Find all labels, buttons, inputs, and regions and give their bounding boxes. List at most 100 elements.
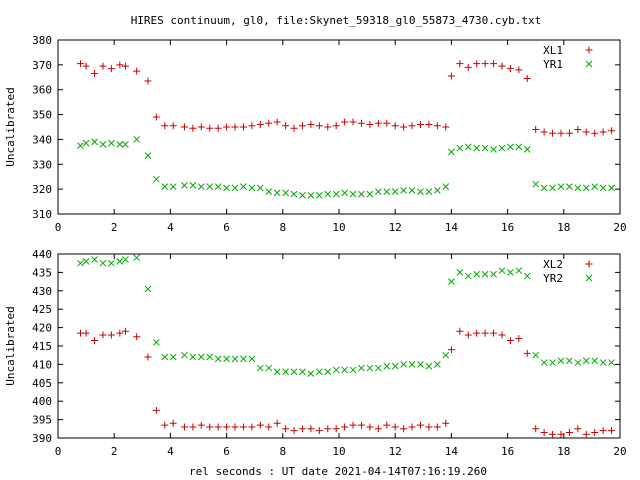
data-point [77, 259, 84, 267]
data-point [324, 368, 332, 376]
x-tick-label: 14 [445, 221, 459, 234]
data-point [523, 146, 531, 153]
data-point [473, 60, 481, 68]
data-point [189, 353, 197, 361]
data-point [341, 423, 349, 431]
data-point [282, 425, 290, 433]
data-point [223, 184, 230, 192]
data-point [223, 423, 231, 431]
data-point [599, 359, 607, 366]
data-point [416, 121, 424, 129]
data-point [490, 270, 497, 278]
data-point [91, 70, 99, 78]
data-point [400, 425, 408, 433]
data-point [374, 119, 382, 127]
y-tick-label: 395 [32, 414, 52, 427]
y-tick-label: 340 [32, 133, 52, 146]
data-point [256, 364, 264, 372]
data-point [582, 430, 590, 438]
data-point [256, 121, 264, 129]
data-point [557, 357, 565, 365]
data-point [121, 327, 129, 335]
data-point [121, 62, 129, 70]
data-point [433, 361, 441, 368]
x-axis-title: rel seconds : UT date 2021-04-14T07:16:1… [189, 465, 487, 478]
series-xl2 [76, 327, 616, 438]
data-point [298, 425, 306, 433]
data-point [400, 187, 407, 194]
data-point [265, 423, 273, 431]
data-point [540, 184, 548, 192]
data-point [425, 423, 433, 431]
x-tick-label: 18 [557, 445, 570, 458]
data-point [481, 329, 489, 337]
data-point [442, 183, 450, 191]
data-point [315, 368, 323, 376]
data-point [358, 364, 365, 372]
data-point [169, 419, 177, 427]
data-point [341, 118, 349, 126]
data-point [498, 144, 506, 152]
data-point [240, 183, 247, 191]
data-point [442, 123, 450, 131]
data-point [197, 123, 205, 131]
legend-label: YR2 [543, 272, 563, 285]
data-point [332, 122, 340, 130]
data-point [290, 190, 298, 198]
data-point [144, 285, 152, 293]
y-tick-label: 405 [32, 377, 52, 390]
data-point [206, 183, 214, 191]
data-point [374, 364, 382, 372]
data-point [91, 256, 98, 263]
data-point [391, 423, 399, 431]
data-point [82, 62, 90, 70]
data-point [566, 357, 573, 365]
data-point [523, 272, 531, 280]
data-point [574, 125, 582, 133]
data-point [206, 353, 214, 361]
data-point [408, 187, 416, 194]
data-point [408, 122, 416, 130]
data-point [248, 184, 256, 192]
data-point [265, 364, 273, 372]
data-point [599, 184, 607, 192]
data-point [180, 423, 188, 431]
data-point [248, 355, 256, 363]
y-tick-label: 425 [32, 303, 52, 316]
data-point [206, 124, 214, 132]
data-point [391, 122, 399, 130]
y-tick-label: 330 [32, 158, 52, 171]
data-point [400, 123, 408, 131]
data-point [169, 353, 177, 361]
data-point [408, 361, 416, 368]
data-point [473, 329, 481, 337]
data-point [383, 188, 391, 195]
x-tick-label: 16 [501, 445, 514, 458]
data-point [231, 184, 239, 192]
data-point [256, 184, 264, 192]
y-tick-label: 320 [32, 183, 52, 196]
data-point [549, 359, 556, 366]
data-point [498, 267, 506, 274]
data-point [349, 118, 357, 126]
data-point [400, 361, 407, 368]
data-point [523, 349, 531, 357]
data-point [332, 366, 340, 374]
data-point [433, 423, 441, 431]
data-point [540, 128, 548, 136]
data-point [557, 183, 565, 191]
x-tick-label: 0 [55, 221, 62, 234]
y-tick-label: 350 [32, 109, 52, 122]
data-point [433, 187, 441, 194]
data-point [133, 67, 141, 75]
data-point [161, 122, 169, 130]
data-point [324, 425, 332, 433]
data-point [214, 355, 222, 363]
data-point [591, 428, 599, 436]
data-point [169, 183, 177, 191]
data-point [181, 182, 188, 189]
data-point [223, 355, 230, 363]
data-point [383, 421, 391, 429]
data-point [506, 65, 514, 73]
data-point [223, 123, 231, 131]
